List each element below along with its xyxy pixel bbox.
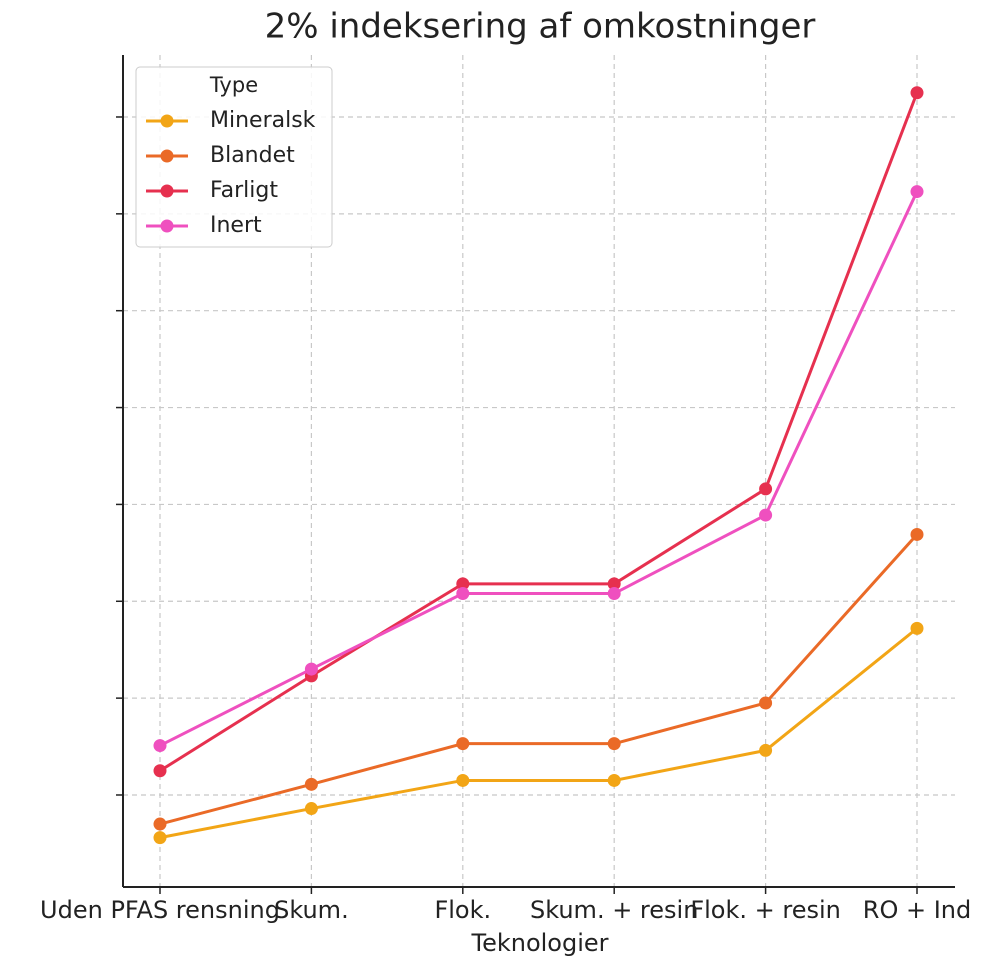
data-point [153, 817, 167, 831]
data-point [304, 662, 318, 676]
x-tick-label: Flok. + resin [690, 896, 841, 924]
data-point [607, 737, 621, 751]
legend-title: Type [209, 73, 258, 97]
legend-label: Inert [210, 213, 262, 238]
data-point [607, 587, 621, 601]
series-line [159, 92, 919, 773]
data-point [304, 802, 318, 816]
x-tick-label: Skum. + resin [530, 896, 698, 924]
data-point [153, 831, 167, 845]
data-point [759, 482, 773, 496]
x-tick-label: Uden PFAS rensning [40, 896, 280, 924]
data-point [153, 739, 167, 753]
series-line [159, 533, 919, 826]
legend-marker [160, 149, 174, 163]
legend-marker [160, 184, 174, 198]
data-point [304, 777, 318, 791]
data-point [910, 621, 924, 635]
series-line [159, 190, 919, 747]
x-tick-label: Skum. [274, 896, 349, 924]
legend-label: Mineralsk [210, 108, 316, 133]
data-point [910, 86, 924, 100]
data-point [456, 587, 470, 601]
data-point [456, 773, 470, 787]
legend-marker [160, 219, 174, 233]
data-point [607, 577, 621, 591]
legend-label: Farligt [210, 178, 278, 203]
legend-marker [160, 114, 174, 128]
data-point [759, 743, 773, 757]
data-point [456, 577, 470, 591]
data-point [153, 764, 167, 778]
x-tick-label: Flok. [434, 896, 491, 924]
x-tick-label: RO + Ind [863, 896, 971, 924]
legend-box [135, 66, 333, 248]
series-line [159, 627, 918, 840]
data-point [456, 737, 470, 751]
data-point [607, 773, 621, 787]
data-point [910, 527, 924, 541]
x-axis-label: Teknologier [470, 929, 608, 957]
data-point [759, 508, 773, 522]
data-point [910, 185, 924, 199]
chart-title: 2% indeksering af omkostninger [265, 7, 816, 47]
data-point [759, 696, 773, 710]
legend: Type Mineralsk Blandet Farligt Inert [135, 66, 333, 248]
legend-label: Blandet [210, 143, 295, 168]
